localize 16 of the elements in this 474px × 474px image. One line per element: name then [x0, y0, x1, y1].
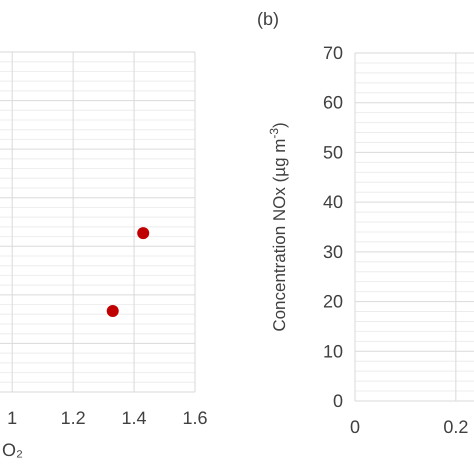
chart-title: (b) — [257, 9, 279, 29]
y-tick-label: 10 — [322, 341, 343, 362]
x-tick-label: 1.2 — [60, 408, 86, 428]
x-tick-label: 0 — [350, 417, 360, 437]
y-tick-label: 70 — [322, 43, 343, 63]
x-axis-title: O₂ — [2, 440, 23, 460]
y-tick-label: 20 — [322, 292, 343, 312]
y-tick-label: 40 — [322, 192, 343, 212]
y-tick-label: 60 — [322, 92, 343, 113]
x-tick-label: 1 — [7, 408, 18, 428]
y-tick-label: 0 — [332, 391, 343, 411]
y-tick-label: 30 — [322, 242, 343, 262]
y-tick-label: 50 — [322, 142, 343, 162]
x-tick-label: 0.2 — [443, 417, 468, 437]
x-tick-label: 1.6 — [182, 408, 208, 428]
x-tick-label: 1.4 — [122, 408, 147, 428]
